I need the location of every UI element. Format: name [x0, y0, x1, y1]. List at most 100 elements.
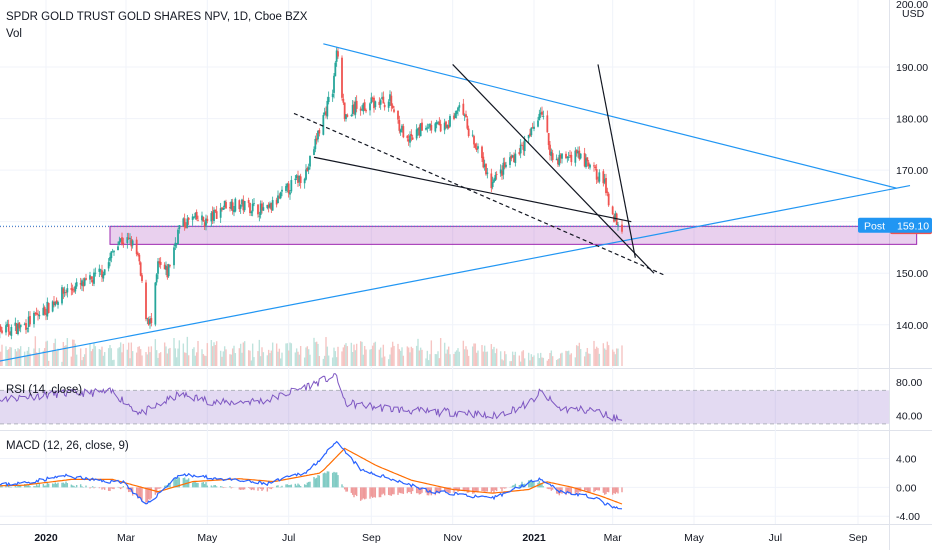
macd-histogram-bar — [354, 487, 357, 495]
macd-histogram-bar — [355, 487, 358, 497]
price-axis[interactable]: 190.00180.00170.00160.00150.00140.0080.0… — [858, 62, 932, 523]
macd-histogram-bar — [365, 487, 367, 499]
macd-histogram-bar — [241, 487, 243, 490]
volume-bar — [287, 350, 290, 366]
volume-bar — [463, 349, 466, 366]
price-candles — [0, 47, 623, 340]
volume-bar — [158, 353, 161, 366]
volume-bar — [561, 352, 563, 366]
candle-body — [42, 307, 45, 316]
macd-histogram-bar — [73, 485, 75, 488]
candle-body — [369, 103, 371, 111]
candle-body — [130, 239, 133, 247]
price-tick-5: 140.00 — [896, 320, 928, 332]
candle-body — [389, 94, 391, 101]
volume-bar — [314, 342, 317, 366]
candle-body — [173, 247, 175, 266]
volume-bar — [225, 349, 227, 366]
volume-bar — [527, 352, 530, 366]
volume-legend[interactable]: Vol — [6, 28, 22, 40]
time-axis[interactable]: 2020 Mar May Jul Sep Nov 2021 Mar May Jul Sep — [34, 532, 867, 544]
volume-bar — [491, 349, 494, 366]
volume-bar — [239, 343, 242, 366]
currency-label[interactable]: USD — [902, 8, 925, 20]
candle-body — [63, 292, 66, 293]
macd-histogram-bar — [37, 485, 39, 488]
volume-bar — [402, 355, 405, 366]
macd-histogram-bar — [191, 482, 194, 488]
candle-body — [141, 275, 143, 282]
macd-histogram-bar — [382, 487, 385, 494]
candle-body — [99, 269, 102, 271]
volume-bar — [434, 354, 437, 366]
candle-body — [567, 156, 570, 158]
macd-histogram-bar — [251, 487, 254, 490]
trendline-dashed[interactable] — [293, 112, 667, 277]
volume-bar — [38, 348, 41, 366]
macd-histogram-bar — [177, 477, 179, 488]
macd-histogram-bar — [402, 487, 405, 494]
candle-body — [211, 211, 214, 221]
candle-body — [514, 153, 517, 163]
candle-body — [203, 222, 206, 227]
macd-histogram-bar — [309, 481, 311, 488]
macd-legend[interactable]: MACD (12, 26, close, 9) — [6, 440, 129, 452]
candle-body — [53, 301, 55, 306]
rsi-legend[interactable]: RSI (14, close) — [6, 384, 82, 396]
candle-body — [318, 130, 321, 134]
trendline-black-1[interactable] — [313, 156, 632, 223]
volume-bar — [455, 350, 458, 366]
candle-body — [75, 282, 78, 287]
macd-histogram-bar — [306, 482, 309, 488]
volume-bar — [119, 342, 122, 366]
volume-bar — [289, 342, 291, 366]
trendline-black-3[interactable] — [597, 64, 636, 258]
macd-histogram-bar — [247, 487, 250, 488]
candle-body — [551, 153, 554, 161]
macd-histogram-bar — [434, 487, 437, 496]
volume-bar — [102, 355, 105, 366]
candle-body — [15, 323, 18, 335]
volume-bar — [81, 360, 83, 366]
macd-histogram-bar — [458, 487, 461, 491]
candle-body — [523, 139, 526, 152]
trendline-black-2[interactable] — [452, 64, 655, 274]
candle-body — [485, 163, 487, 175]
candle-body — [447, 124, 450, 129]
volume-bar — [53, 343, 55, 366]
chart-title[interactable]: SPDR GOLD TRUST GOLD SHARES NPV, 1D, Cbo… — [6, 11, 308, 23]
macd-histogram-bar — [373, 487, 375, 498]
macd-histogram-bar — [415, 487, 418, 494]
volume-bar — [399, 350, 402, 366]
volume-bar — [1, 344, 3, 366]
volume-bar — [383, 356, 386, 366]
candle-body — [158, 261, 161, 264]
volume-bar — [37, 353, 39, 366]
volume-bar — [407, 347, 410, 366]
zone-rect[interactable] — [109, 225, 918, 245]
volume-bar — [326, 346, 329, 366]
trendline-lower[interactable] — [0, 184, 911, 366]
macd-histogram-bar — [34, 486, 37, 488]
candle-body — [418, 126, 421, 136]
candle-body — [229, 207, 231, 209]
volume-bar — [46, 340, 49, 366]
support-zone[interactable] — [0, 225, 918, 245]
volume-bar — [186, 336, 189, 366]
candle-body — [38, 314, 41, 317]
volume-bar — [359, 341, 362, 366]
volume-bar — [185, 352, 187, 366]
candle-body — [238, 200, 241, 210]
macd-histogram-bar — [211, 486, 214, 488]
candle-body — [205, 218, 207, 226]
drawing-lines[interactable] — [0, 43, 911, 366]
macd-histogram-bar — [345, 487, 347, 492]
time-tick-0: 2020 — [34, 532, 58, 544]
macd-histogram-bar — [178, 477, 181, 488]
trendline-upper[interactable] — [323, 43, 897, 189]
volume-bar — [353, 344, 355, 366]
candle-body — [483, 164, 486, 168]
volume-bar — [317, 343, 319, 366]
macd-histogram-bar — [318, 475, 321, 488]
macd-histogram-bar — [75, 484, 78, 488]
